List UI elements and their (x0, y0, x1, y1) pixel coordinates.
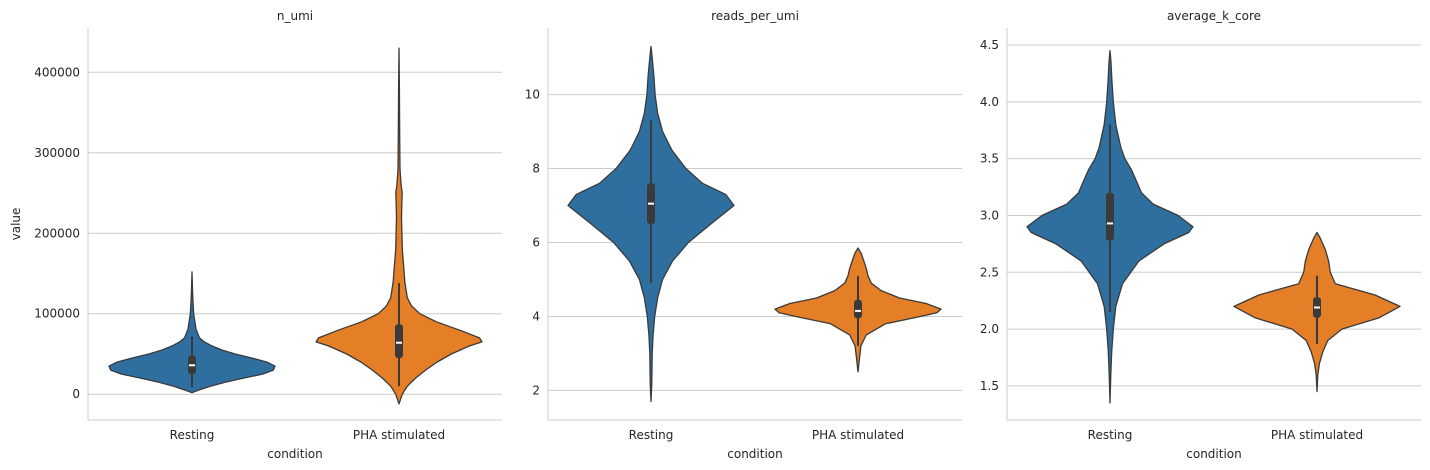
panel-title: average_k_core (1167, 9, 1261, 23)
y-tick-label: 4.0 (980, 95, 999, 109)
y-tick-label: 2.5 (980, 265, 999, 279)
panel-title: reads_per_umi (711, 9, 799, 23)
violin-iqr-box (1106, 192, 1114, 241)
violin-iqr-box (395, 324, 403, 359)
x-axis-label: condition (727, 447, 782, 461)
panel-reads-per-umi: 2 4 6 8 10 Resting PHA stimulated condition read… (525, 9, 962, 461)
violin-pha-stimulated (315, 47, 483, 405)
panel-n-umi: 0 100000 200000 300000 400000 Resting PHA stim… (9, 9, 502, 461)
y-tick-label: 200000 (34, 226, 80, 240)
violin-iqr-box (854, 299, 862, 319)
x-tick-label: PHA stimulated (812, 428, 904, 442)
y-tick-label: 2 (532, 383, 540, 397)
y-tick-label: 4 (532, 309, 540, 323)
y-tick-label: 300000 (34, 146, 80, 160)
y-tick-label: 10 (525, 88, 540, 102)
panel-title: n_umi (277, 9, 313, 23)
panel-average-k-core: 1.5 2.0 2.5 3.0 3.5 4.0 4.5 Resting PHA stimulat… (980, 9, 1421, 461)
y-tick-label: 3.0 (980, 208, 999, 222)
x-tick-label: Resting (629, 428, 674, 442)
y-tick-label: 100000 (34, 307, 80, 321)
y-tick-label: 1.5 (980, 379, 999, 393)
y-tick-label: 2.0 (980, 322, 999, 336)
violin-resting (108, 271, 276, 394)
y-tick-label: 400000 (34, 65, 80, 79)
y-tick-label: 8 (532, 162, 540, 176)
x-axis-label: condition (1186, 447, 1241, 461)
y-tick-label: 4.5 (980, 38, 999, 52)
x-tick-label: Resting (170, 428, 215, 442)
y-tick-label: 6 (532, 235, 540, 249)
y-tick-label: 0 (72, 387, 80, 401)
x-tick-label: PHA stimulated (353, 428, 445, 442)
x-tick-label: Resting (1088, 428, 1133, 442)
y-tick-label: 3.5 (980, 152, 999, 166)
y-axis-label: value (9, 208, 23, 241)
x-axis-label: condition (267, 447, 322, 461)
x-tick-label: PHA stimulated (1271, 428, 1363, 442)
